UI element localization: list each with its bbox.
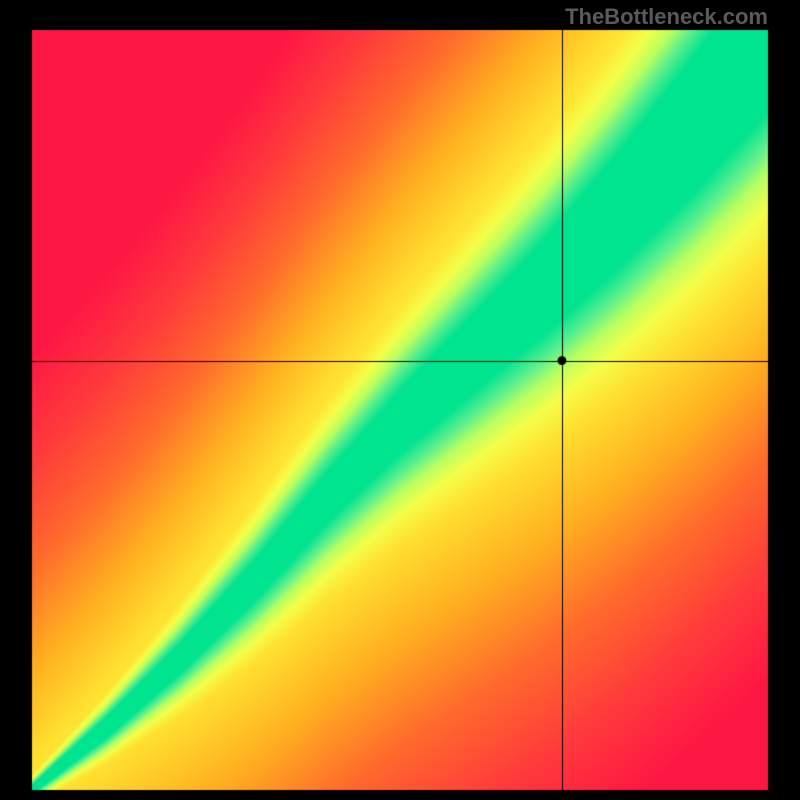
bottleneck-heatmap [0, 0, 800, 800]
watermark-text: TheBottleneck.com [565, 4, 768, 30]
